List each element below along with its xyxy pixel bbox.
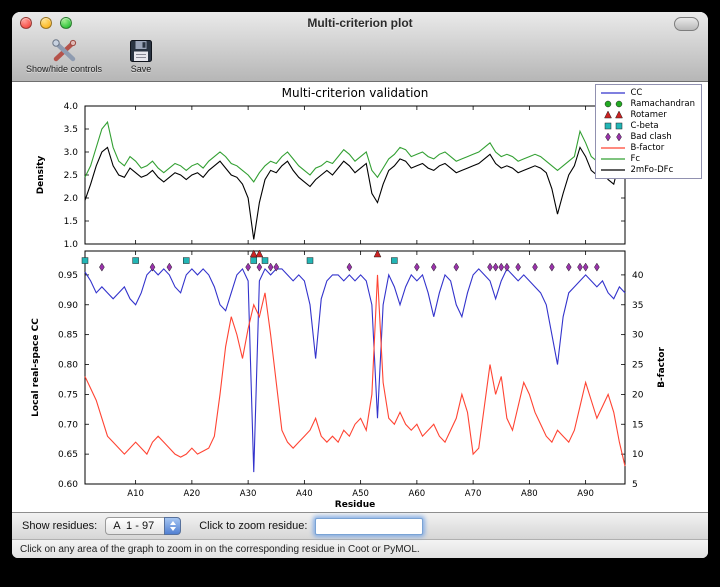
minimize-button[interactable] — [40, 17, 52, 29]
svg-text:0.80: 0.80 — [58, 361, 78, 371]
svg-text:0.65: 0.65 — [58, 450, 78, 460]
svg-text:Residue: Residue — [335, 500, 375, 510]
residue-range-select[interactable]: A 1 - 97 — [105, 517, 182, 535]
status-bar: Click on any area of the graph to zoom i… — [12, 539, 708, 558]
plot-area: Multi-criterion validation 1.0 1.5 2.0 2.5 3.… — [12, 82, 708, 512]
legend-label: Ramachandran — [630, 99, 695, 109]
svg-text:25: 25 — [632, 361, 643, 371]
svg-text:2.5: 2.5 — [64, 171, 78, 181]
legend-entry: C-beta — [600, 121, 695, 131]
svg-text:0.60: 0.60 — [58, 480, 78, 490]
legend-label: CC — [630, 88, 643, 98]
stepper-up-icon[interactable] — [169, 521, 176, 525]
svg-text:1.5: 1.5 — [64, 217, 78, 227]
save-icon — [128, 37, 154, 64]
stepper-arrows-icon[interactable] — [164, 517, 182, 535]
toolbar-toggle-button[interactable] — [674, 17, 699, 31]
legend-line-icon — [601, 158, 626, 160]
svg-text:2.0: 2.0 — [64, 194, 79, 204]
svg-text:35: 35 — [632, 301, 643, 311]
residue-range-value: A 1 - 97 — [105, 517, 165, 535]
status-text: Click on any area of the graph to zoom i… — [20, 543, 420, 555]
legend-line-icon — [601, 147, 626, 149]
svg-text:40: 40 — [632, 271, 644, 281]
toolbar: Show/hide controls Save — [12, 34, 708, 81]
legend-label: C-beta — [630, 121, 659, 131]
legend-label: 2mFo-DFc — [630, 165, 674, 175]
save-label: Save — [130, 64, 152, 74]
svg-text:0.90: 0.90 — [58, 301, 78, 311]
svg-text:10: 10 — [632, 450, 644, 460]
plot-legend: CC Ramachandran Rotamer C-beta Bad clash B-fa… — [595, 84, 702, 179]
close-button[interactable] — [20, 17, 32, 29]
legend-triangle-icon — [604, 110, 624, 119]
zoom-residue-label: Click to zoom residue: — [199, 520, 308, 532]
svg-text:3.5: 3.5 — [64, 125, 78, 135]
svg-text:A30: A30 — [240, 489, 257, 499]
app-window: Multi-criterion plot Show/hide controls — [12, 12, 708, 558]
svg-text:4.0: 4.0 — [64, 102, 79, 112]
save-button[interactable]: Save — [128, 37, 154, 74]
legend-entry: B-factor — [600, 143, 695, 153]
legend-entry: Rotamer — [600, 110, 695, 120]
stepper-down-icon[interactable] — [169, 527, 176, 531]
legend-label: Rotamer — [630, 110, 667, 120]
legend-circle-icon — [605, 100, 623, 108]
svg-text:0.75: 0.75 — [58, 390, 78, 400]
svg-text:15: 15 — [632, 420, 643, 430]
svg-text:A20: A20 — [184, 489, 201, 499]
svg-text:A50: A50 — [352, 489, 369, 499]
legend-label: B-factor — [630, 143, 665, 153]
zoom-button[interactable] — [60, 17, 72, 29]
controls-bar: Show residues: A 1 - 97 Click to zoom re… — [12, 512, 708, 539]
svg-text:0.95: 0.95 — [58, 271, 78, 281]
show-hide-controls-label: Show/hide controls — [26, 64, 103, 74]
svg-text:A10: A10 — [127, 489, 144, 499]
window-title: Multi-criterion plot — [307, 16, 413, 30]
svg-text:30: 30 — [632, 331, 644, 341]
legend-diamond-icon — [605, 132, 623, 142]
show-residues-label: Show residues: — [22, 520, 98, 532]
svg-text:Multi-criterion validation: Multi-criterion validation — [282, 86, 429, 100]
svg-text:0.85: 0.85 — [58, 331, 78, 341]
svg-text:0.70: 0.70 — [58, 420, 78, 430]
legend-square-icon — [605, 122, 623, 130]
svg-text:5: 5 — [632, 480, 638, 490]
svg-text:A40: A40 — [296, 489, 313, 499]
legend-line-icon — [601, 92, 626, 94]
svg-text:A60: A60 — [409, 489, 426, 499]
legend-label: Bad clash — [630, 132, 672, 142]
svg-text:20: 20 — [632, 390, 644, 400]
svg-text:A80: A80 — [521, 489, 538, 499]
legend-line-icon — [601, 169, 626, 171]
zoom-residue-input[interactable] — [315, 517, 424, 535]
tools-icon — [50, 37, 78, 64]
show-hide-controls-button[interactable]: Show/hide controls — [26, 37, 102, 74]
svg-text:B-factor: B-factor — [657, 347, 667, 388]
legend-entry: CC — [600, 88, 695, 98]
svg-text:3.0: 3.0 — [64, 148, 79, 158]
svg-text:Local real-space CC: Local real-space CC — [31, 318, 41, 417]
legend-entry: Ramachandran — [600, 99, 695, 109]
svg-text:A70: A70 — [465, 489, 482, 499]
svg-text:1.0: 1.0 — [64, 240, 79, 250]
legend-entry: Bad clash — [600, 132, 695, 142]
traffic-lights — [20, 17, 72, 29]
window-chrome: Multi-criterion plot Show/hide controls — [12, 12, 708, 82]
svg-text:A90: A90 — [577, 489, 594, 499]
legend-entry: Fc — [600, 154, 695, 164]
legend-entry: 2mFo-DFc — [600, 165, 695, 175]
legend-label: Fc — [630, 154, 640, 164]
plot-canvas[interactable]: Multi-criterion validation 1.0 1.5 2.0 2.5 3.… — [12, 82, 708, 512]
svg-text:Density: Density — [36, 156, 46, 195]
titlebar[interactable]: Multi-criterion plot — [12, 12, 708, 34]
